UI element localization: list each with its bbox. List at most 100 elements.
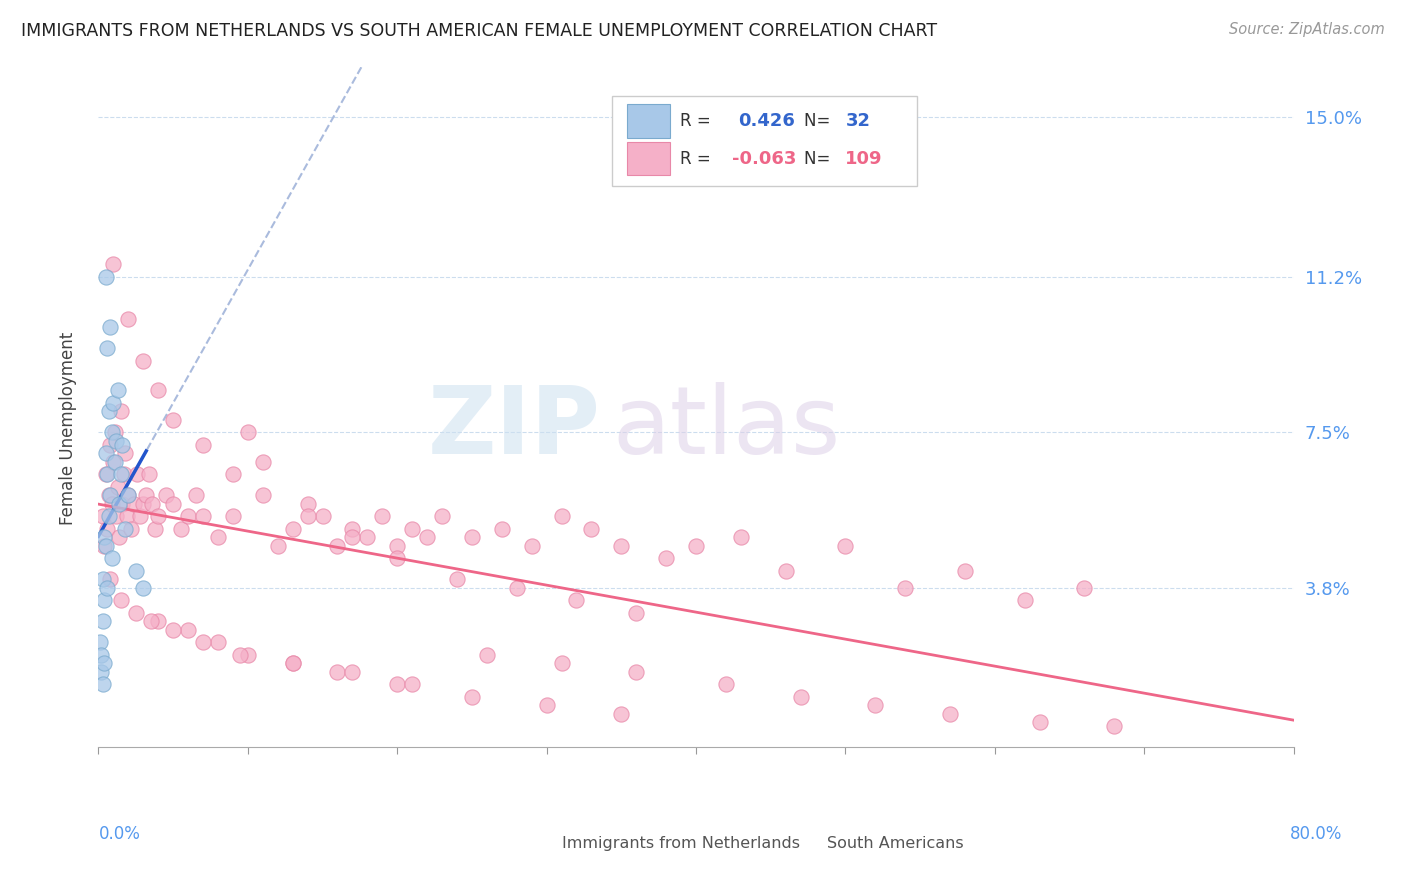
Point: [714, 677, 737, 691]
FancyBboxPatch shape: [519, 830, 557, 856]
Point: [177, 509, 200, 524]
Point: [117, 488, 139, 502]
Point: [90, 648, 112, 662]
Point: [98, 438, 122, 452]
Point: [506, 581, 529, 595]
Point: [125, 564, 148, 578]
Point: [129, 509, 152, 524]
Point: [132, 497, 155, 511]
Point: [581, 522, 603, 536]
Point: [110, 467, 132, 482]
Point: [430, 509, 453, 524]
Point: [110, 404, 132, 418]
Point: [1104, 719, 1126, 733]
Point: [177, 623, 200, 637]
Point: [162, 623, 184, 637]
Point: [281, 522, 304, 536]
Point: [550, 657, 572, 671]
Point: [101, 497, 124, 511]
Text: 80.0%: 80.0%: [1291, 825, 1343, 843]
Point: [610, 539, 633, 553]
Point: [114, 446, 136, 460]
Point: [536, 698, 558, 713]
FancyBboxPatch shape: [627, 104, 669, 137]
Point: [297, 497, 319, 511]
Text: N=: N=: [804, 150, 835, 168]
Point: [162, 497, 184, 511]
Point: [953, 564, 976, 578]
Point: [107, 480, 129, 494]
Point: [110, 593, 132, 607]
Point: [91, 509, 114, 524]
Point: [91, 615, 114, 629]
FancyBboxPatch shape: [783, 830, 821, 856]
Point: [685, 539, 707, 553]
Point: [342, 522, 364, 536]
Point: [191, 635, 214, 649]
Point: [520, 539, 543, 553]
Point: [252, 488, 274, 502]
Point: [550, 509, 572, 524]
Point: [94, 539, 117, 553]
Text: IMMIGRANTS FROM NETHERLANDS VS SOUTH AMERICAN FEMALE UNEMPLOYMENT CORRELATION CH: IMMIGRANTS FROM NETHERLANDS VS SOUTH AME…: [21, 22, 938, 40]
Point: [91, 677, 114, 691]
Point: [94, 446, 117, 460]
FancyBboxPatch shape: [627, 142, 669, 175]
Point: [342, 530, 364, 544]
Point: [326, 665, 349, 679]
Point: [252, 455, 274, 469]
Point: [101, 551, 124, 566]
Point: [105, 509, 128, 524]
Text: 109: 109: [845, 150, 883, 168]
Point: [626, 606, 648, 620]
Text: South Americans: South Americans: [827, 836, 965, 851]
Point: [162, 413, 184, 427]
Point: [401, 677, 423, 691]
Point: [96, 342, 118, 356]
Point: [120, 522, 142, 536]
Point: [155, 488, 177, 502]
Point: [789, 690, 811, 704]
Point: [371, 509, 394, 524]
Point: [103, 455, 125, 469]
Point: [267, 539, 290, 553]
Point: [401, 522, 423, 536]
Point: [281, 657, 304, 671]
Text: Immigrants from Netherlands: Immigrants from Netherlands: [562, 836, 800, 851]
Point: [461, 690, 484, 704]
FancyBboxPatch shape: [613, 95, 917, 186]
Text: atlas: atlas: [613, 382, 841, 475]
Point: [491, 522, 513, 536]
Point: [96, 581, 118, 595]
Text: 0.0%: 0.0%: [98, 825, 141, 843]
Point: [184, 488, 207, 502]
Point: [94, 269, 117, 284]
Y-axis label: Female Unemployment: Female Unemployment: [59, 332, 77, 524]
Point: [90, 665, 112, 679]
Point: [939, 706, 962, 721]
Point: [148, 615, 170, 629]
Point: [207, 530, 229, 544]
Point: [236, 425, 259, 440]
Point: [385, 677, 409, 691]
Point: [141, 497, 163, 511]
Point: [103, 396, 125, 410]
Point: [93, 530, 115, 544]
Point: [94, 467, 117, 482]
Point: [894, 581, 917, 595]
Point: [297, 509, 319, 524]
Point: [138, 467, 160, 482]
Point: [97, 509, 120, 524]
Point: [96, 467, 118, 482]
Point: [115, 509, 138, 524]
Point: [132, 354, 155, 368]
Point: [104, 425, 127, 440]
Point: [104, 455, 127, 469]
Point: [229, 648, 252, 662]
Point: [125, 606, 148, 620]
Point: [191, 509, 214, 524]
Point: [108, 497, 131, 511]
Point: [132, 581, 155, 595]
Point: [865, 698, 887, 713]
Point: [207, 635, 229, 649]
